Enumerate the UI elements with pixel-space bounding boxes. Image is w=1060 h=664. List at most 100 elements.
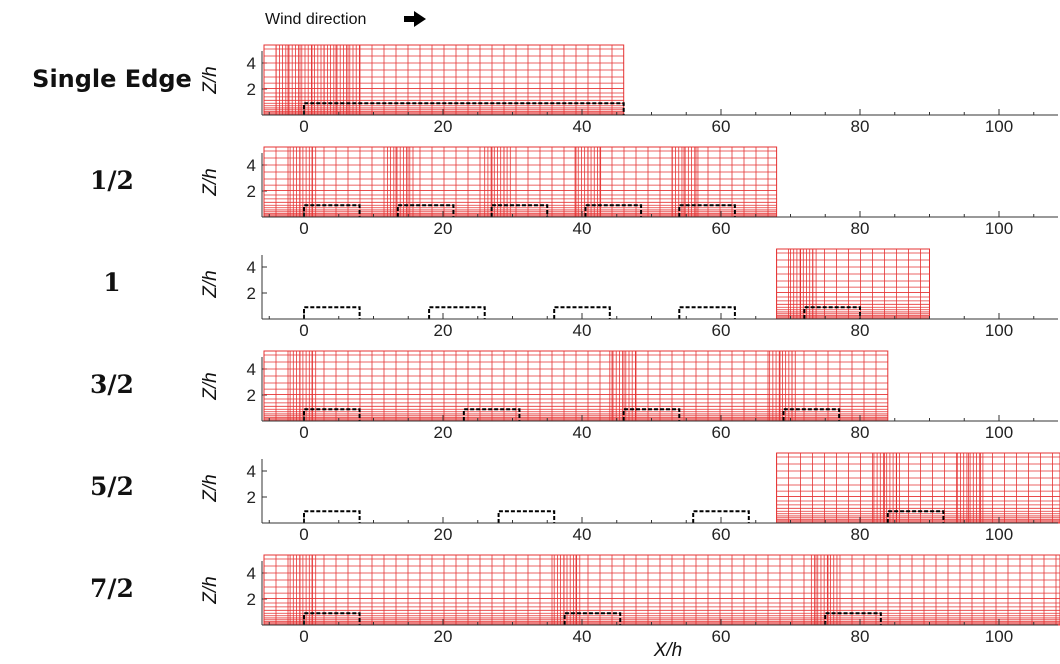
y-tick-label: 2 [247,80,256,99]
building-outline [462,408,521,421]
building-outline [782,408,841,421]
case-row: 1/2 Z/h 240 20 40 60 80 100 [90,146,1058,238]
y-tick-label: 2 [247,488,256,507]
building-outline [396,204,455,217]
y-tick-label: 4 [247,564,256,583]
wind-direction-label: Wind direction [265,11,366,28]
mesh-grid [776,452,1060,524]
x-tick-label: 60 [712,219,731,238]
x-tick-label: 20 [434,627,453,646]
case-label: 1/2 [90,166,134,195]
x-tick-label: 40 [573,423,592,442]
x-tick-label: 60 [712,627,731,646]
mesh-grid [263,554,1060,626]
mesh-grid [263,146,778,218]
right-arrow-icon [404,11,426,27]
building-outline [563,612,622,625]
x-tick-label: 20 [434,525,453,544]
x-tick-label: 80 [851,117,870,136]
y-tick-label: 4 [247,258,256,277]
case-row: 3/2 Z/h 240 20 40 60 80 100 [90,350,1058,442]
y-axis-title: Z/h [200,576,221,604]
mesh-boundary [776,452,1060,524]
case-label: 7/2 [90,574,134,603]
building-outline [692,510,750,523]
mesh-boundary [263,554,1060,626]
case-label: 1 [103,268,120,297]
y-axis-title: Z/h [200,66,221,94]
case-row: Single Edge Z/h 240 20 40 60 80 100 [32,44,1058,136]
y-tick-label: 2 [247,590,256,609]
y-tick-label: 4 [247,54,256,73]
case-label: 5/2 [90,472,134,501]
building-outline [303,204,361,217]
x-tick-label: 0 [299,423,308,442]
x-tick-label: 0 [299,525,308,544]
y-axis-title: Z/h [200,474,221,502]
mesh-boundary [776,248,930,320]
x-tick-label: 100 [985,525,1013,544]
x-tick-label: 20 [434,219,453,238]
x-tick-label: 100 [985,627,1013,646]
case-row: 7/2 Z/h 240 20 40 60 80 100 [90,554,1060,646]
x-tick-label: 0 [299,321,308,340]
x-tick-label: 80 [851,525,870,544]
case-row: 1 Z/h 240 20 40 60 80 100 [103,248,1058,340]
y-tick-label: 4 [247,360,256,379]
x-tick-label: 100 [985,219,1013,238]
x-tick-label: 60 [712,525,731,544]
x-tick-label: 20 [434,423,453,442]
building-outline [886,510,945,523]
y-tick-label: 4 [247,462,256,481]
building-outline [303,408,361,421]
x-tick-label: 60 [712,321,731,340]
building-outline [584,204,643,217]
building-outline [303,612,361,625]
building-outline [553,306,611,319]
x-tick-label: 100 [985,117,1013,136]
x-tick-label: 40 [573,219,592,238]
case-label: Single Edge [32,65,192,93]
wind-direction-header: Wind direction [265,11,426,28]
building-outline [824,612,882,625]
x-axis-title: X/h [653,640,683,661]
building-outline [428,306,486,319]
x-tick-label: 40 [573,525,592,544]
y-tick-label: 2 [247,386,256,405]
y-tick-label: 4 [247,156,256,175]
x-tick-label: 40 [573,321,592,340]
building-outline [490,204,549,217]
x-tick-label: 80 [851,219,870,238]
y-axis-title: Z/h [200,168,221,196]
x-tick-label: 0 [299,117,308,136]
x-tick-label: 100 [985,423,1013,442]
building-outline [622,408,681,421]
mesh-grid [263,44,625,116]
y-axis-title: Z/h [200,372,221,400]
mesh-boundary [263,146,778,218]
mesh-grid [263,350,889,422]
mesh-grid [776,248,930,320]
x-tick-label: 0 [299,627,308,646]
building-outline [678,306,736,319]
building-outline [303,510,361,523]
x-tick-label: 60 [712,117,731,136]
x-tick-label: 80 [851,627,870,646]
x-tick-label: 40 [573,117,592,136]
x-tick-label: 20 [434,321,453,340]
building-outline [303,306,361,319]
x-tick-label: 80 [851,321,870,340]
x-tick-label: 60 [712,423,731,442]
y-axis-title: Z/h [200,270,221,298]
case-label: 3/2 [90,370,134,399]
case-row: 5/2 Z/h 240 20 40 60 80 100 [90,452,1060,544]
building-outline [497,510,556,523]
x-tick-label: 20 [434,117,453,136]
y-tick-label: 2 [247,182,256,201]
x-tick-label: 40 [573,627,592,646]
building-outline [303,102,625,115]
x-tick-label: 80 [851,423,870,442]
x-tick-label: 0 [299,219,308,238]
